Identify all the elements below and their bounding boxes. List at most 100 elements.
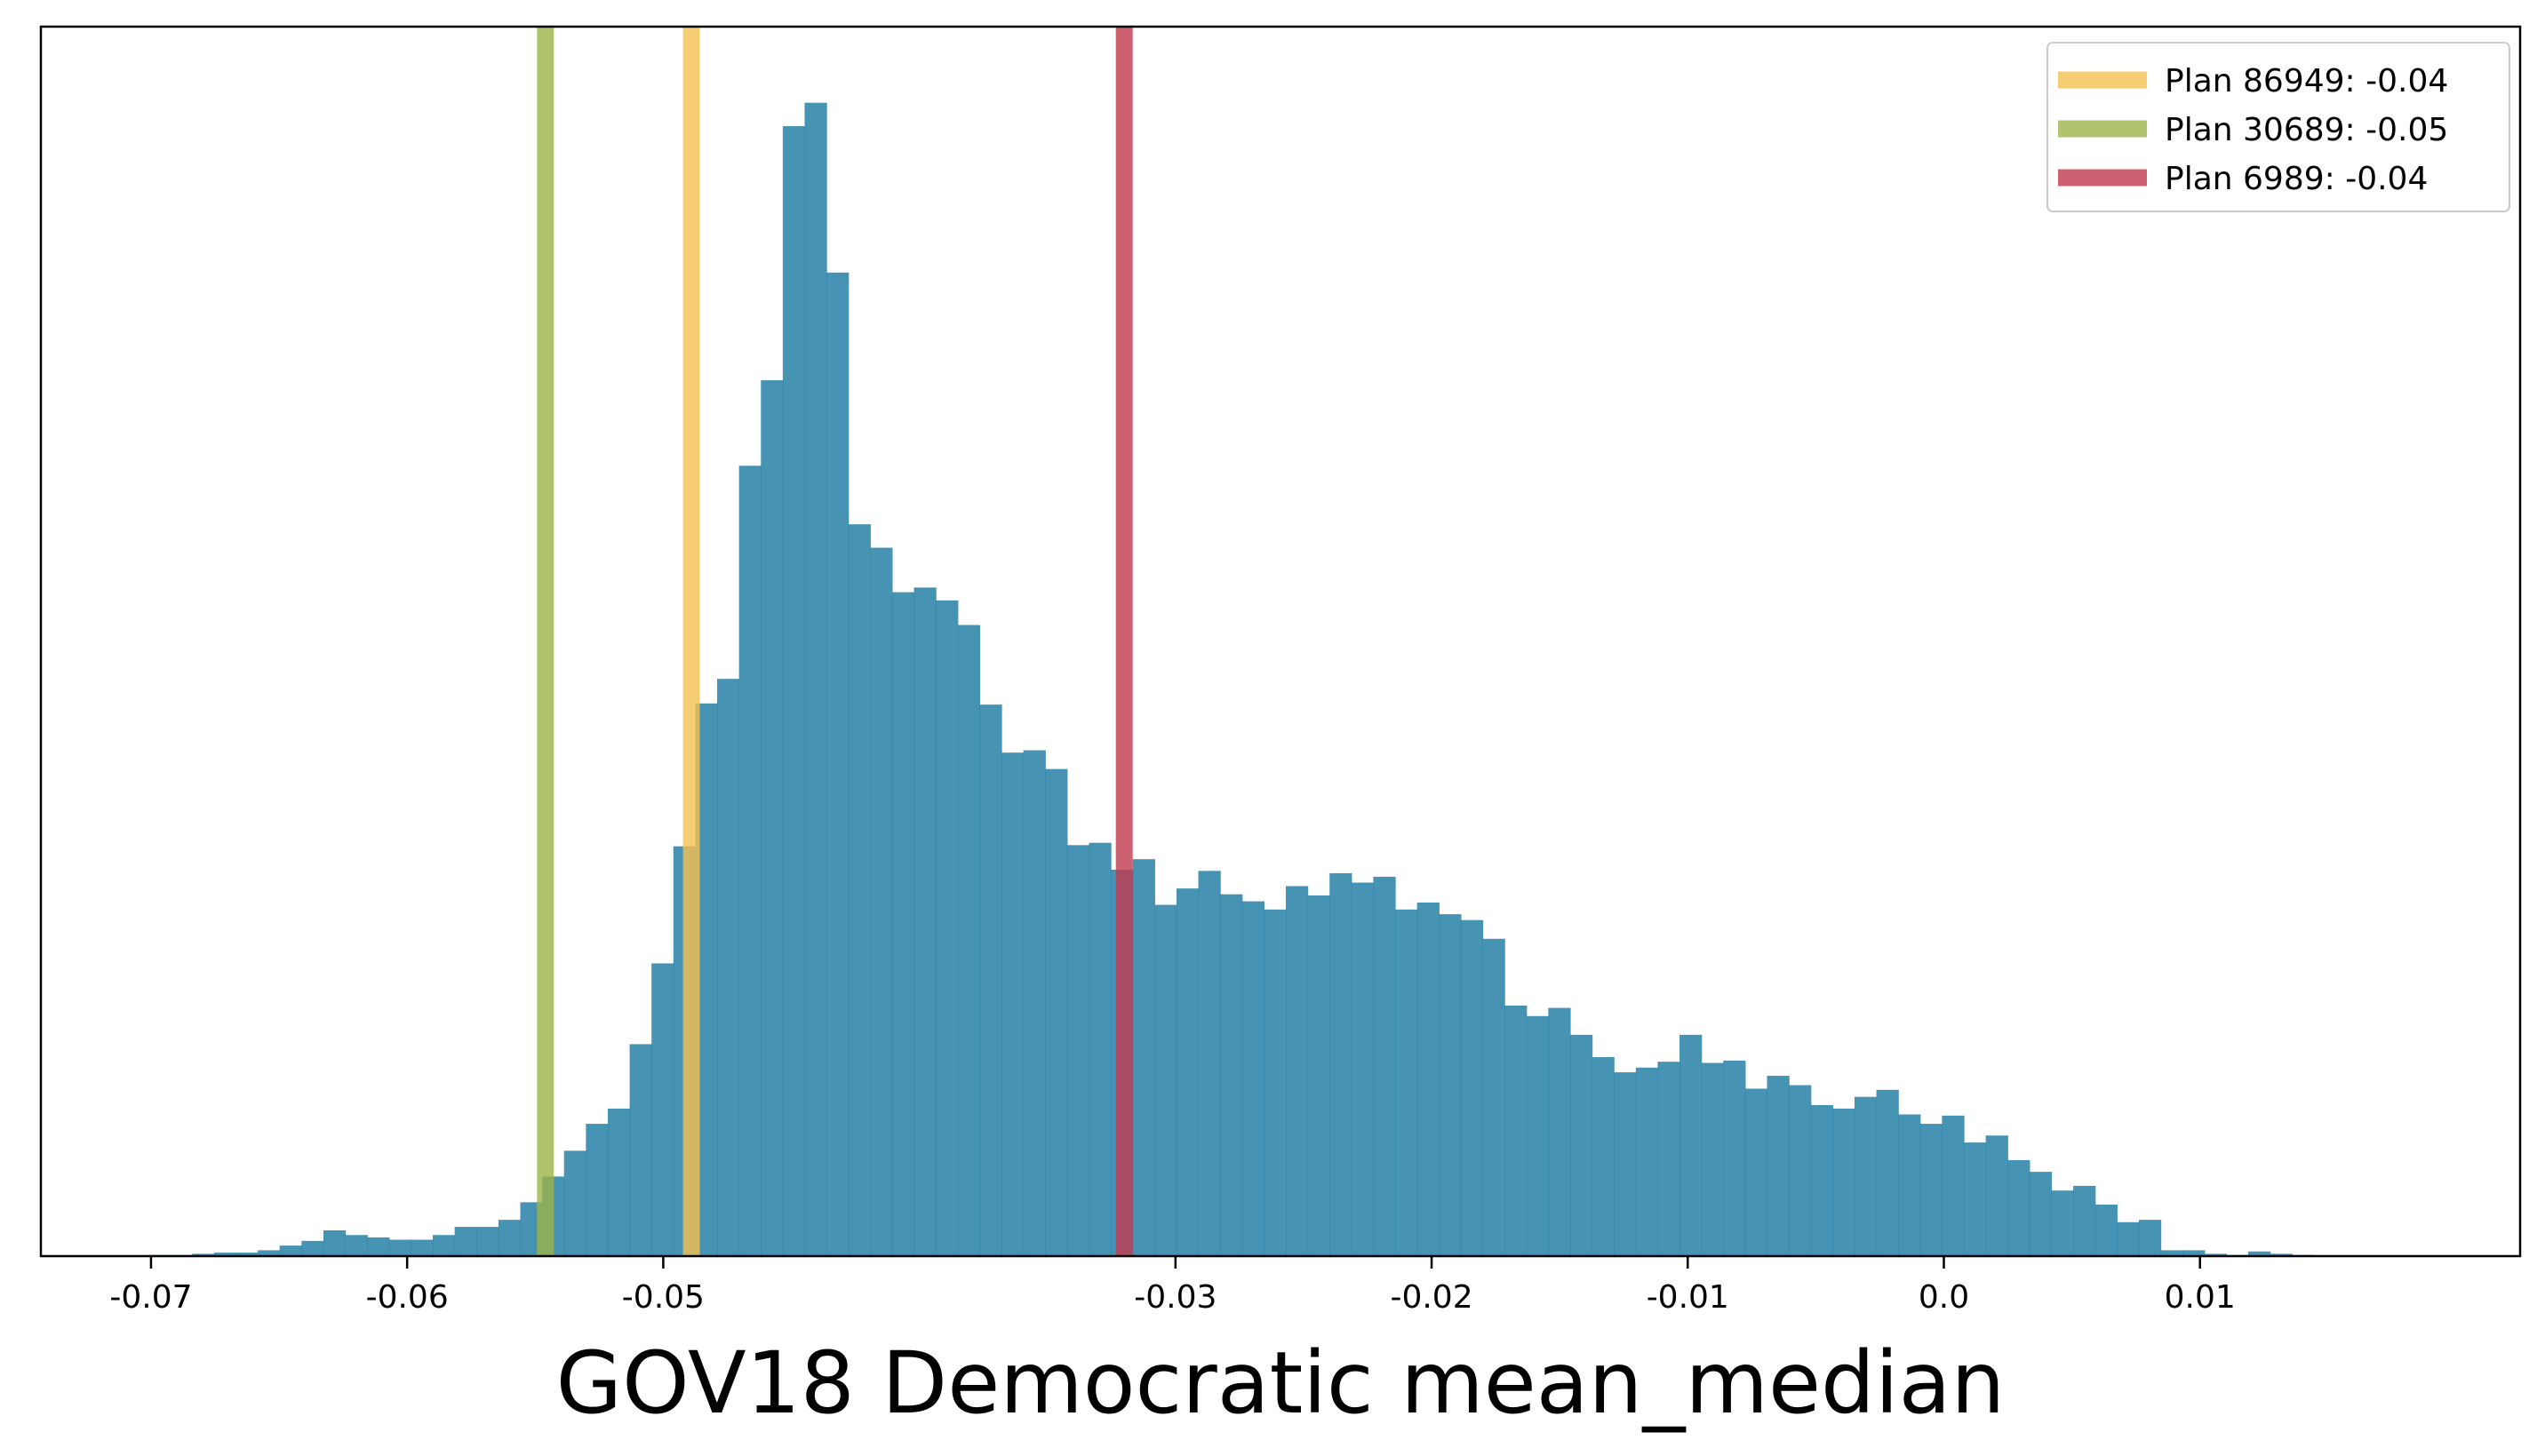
- histogram-bar: [2029, 1172, 2053, 1256]
- histogram-bar: [1679, 1034, 1703, 1256]
- histogram-bar: [388, 1239, 412, 1256]
- histogram-bar: [826, 272, 850, 1256]
- histogram-bar: [1657, 1062, 1680, 1256]
- histogram-bar: [2160, 1250, 2183, 1256]
- x-tick-label: -0.03: [1134, 1279, 1217, 1316]
- histogram-bar: [1789, 1085, 1812, 1256]
- histogram-bar: [367, 1237, 390, 1256]
- histogram-bars: [148, 102, 2315, 1256]
- x-tick-label: -0.02: [1390, 1279, 1472, 1316]
- histogram-bar: [2051, 1190, 2074, 1256]
- histogram-bar: [476, 1227, 499, 1256]
- histogram-bar: [345, 1235, 368, 1256]
- histogram-bar: [1439, 914, 1462, 1256]
- histogram-bar: [979, 704, 1002, 1256]
- histogram-bar: [1198, 871, 1221, 1256]
- histogram-bar: [1767, 1076, 1790, 1256]
- histogram-bar: [2182, 1250, 2206, 1256]
- histogram-bar: [1744, 1088, 1768, 1256]
- histogram-bar: [913, 587, 937, 1256]
- histogram-bar: [1460, 919, 1484, 1256]
- plan-lines: [537, 27, 1133, 1256]
- histogram-bar: [936, 600, 959, 1256]
- x-axis-label: GOV18 Democratic mean_median: [556, 1333, 2006, 1433]
- x-tick-label: -0.06: [366, 1279, 449, 1316]
- histogram-bar: [1919, 1124, 1943, 1256]
- histogram-bar: [1482, 938, 1505, 1256]
- histogram-bar: [1876, 1089, 1899, 1256]
- histogram-bar: [2073, 1185, 2096, 1256]
- histogram-bar: [804, 102, 827, 1256]
- histogram-bar: [2204, 1253, 2227, 1256]
- histogram-bar: [1635, 1067, 1659, 1256]
- histogram-bar: [1614, 1072, 1637, 1256]
- x-tick-label: -0.07: [109, 1279, 192, 1316]
- histogram-bar: [1351, 882, 1375, 1256]
- x-axis-ticks: -0.07 -0.06 -0.05 -0.03 -0.02 -0.01 0.0 0.01: [109, 1256, 2236, 1316]
- legend-entry-label: Plan 30689: -0.05: [2165, 112, 2448, 148]
- legend-entry-label: Plan 86949: -0.04: [2165, 63, 2448, 99]
- legend-box: [2046, 42, 2510, 212]
- histogram-bar: [1701, 1062, 1724, 1256]
- histogram-bar: [1985, 1135, 2008, 1256]
- histogram-bar: [717, 679, 740, 1256]
- histogram-bar: [1001, 752, 1025, 1256]
- histogram-bar: [607, 1108, 631, 1256]
- histogram-bar: [1154, 904, 1177, 1256]
- histogram-bar: [2270, 1253, 2293, 1256]
- histogram-bar: [1132, 859, 1155, 1256]
- histogram-bar: [1395, 909, 1418, 1256]
- histogram-bar: [1329, 872, 1352, 1256]
- histogram-bar: [1526, 1015, 1549, 1256]
- histogram-bar: [1569, 1034, 1593, 1256]
- histogram-bar: [213, 1253, 237, 1256]
- histogram-bar: [1548, 1007, 1571, 1256]
- histogram-bar: [1964, 1142, 1987, 1256]
- histogram-bar: [1066, 845, 1090, 1256]
- histogram-bar: [2007, 1159, 2030, 1256]
- histogram-bar: [454, 1227, 477, 1256]
- x-tick-label: -0.05: [622, 1279, 705, 1316]
- histogram-bar: [235, 1253, 259, 1256]
- histogram-bar: [1832, 1108, 1855, 1256]
- plot-frame: [39, 25, 2522, 1258]
- histogram-bar: [1286, 886, 1309, 1256]
- histogram-bar: [651, 963, 674, 1256]
- histogram-bar: [629, 1044, 652, 1256]
- histogram-bar: [1023, 750, 1046, 1256]
- histogram-bar: [279, 1245, 302, 1256]
- histogram-bar: [2138, 1220, 2162, 1256]
- legend: Plan 86949: -0.04 Plan 30689: -0.05 Plan 6…: [2046, 42, 2510, 212]
- histogram-bar: [1723, 1060, 1746, 1256]
- histogram-bar: [586, 1124, 609, 1256]
- histogram-bar: [1373, 876, 1396, 1256]
- histogram-bar: [192, 1253, 215, 1256]
- histogram-bar: [738, 465, 762, 1256]
- histogram-bar: [1504, 1005, 1528, 1256]
- histogram-bar: [498, 1220, 522, 1256]
- histogram-bar: [1854, 1096, 1878, 1256]
- histogram-bar: [1241, 901, 1265, 1256]
- histogram-bar: [761, 380, 784, 1256]
- histogram-bar: [433, 1235, 456, 1256]
- histogram-bar: [2248, 1251, 2271, 1256]
- histogram-bar: [957, 625, 980, 1256]
- histogram-bar: [258, 1250, 281, 1256]
- histogram-bar: [1307, 895, 1330, 1256]
- histogram-bar: [1176, 888, 1200, 1256]
- histogram-bar: [870, 547, 893, 1256]
- histogram-bar: [1220, 894, 1243, 1256]
- histogram-bar: [1264, 909, 1287, 1256]
- histogram-bar: [891, 592, 915, 1256]
- histogram-bar: [1592, 1056, 1615, 1256]
- legend-entry-label: Plan 6989: -0.04: [2165, 161, 2428, 197]
- histogram-bar: [411, 1239, 434, 1256]
- histogram-bar: [848, 524, 871, 1256]
- histogram-bar: [563, 1150, 586, 1256]
- x-tick-label: 0.0: [1919, 1279, 1969, 1316]
- histogram-bar: [1810, 1104, 1833, 1256]
- histogram-bar: [1942, 1115, 1965, 1256]
- histogram-bar: [1045, 768, 1068, 1256]
- histogram-bar: [2117, 1221, 2140, 1256]
